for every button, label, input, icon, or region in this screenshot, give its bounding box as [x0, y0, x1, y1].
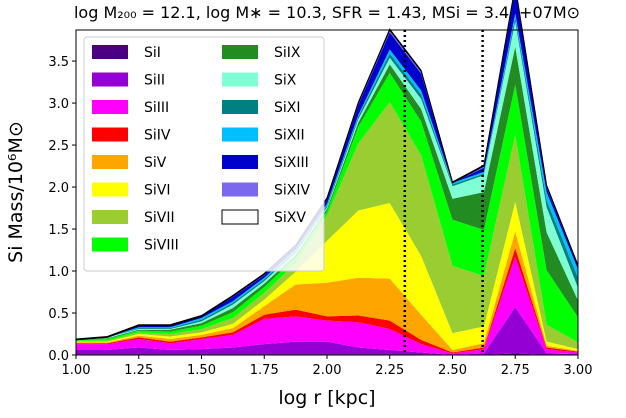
legend-label: SiXI — [274, 100, 301, 116]
legend-label: SiXIII — [274, 155, 309, 171]
legend-label: SiXIV — [274, 183, 310, 199]
x-tick-label: 1.50 — [187, 363, 216, 378]
x-tick-label: 2.75 — [501, 363, 530, 378]
legend-label: SiXV — [274, 210, 306, 226]
y-tick-label: 0.5 — [48, 307, 69, 322]
y-tick-label: 3.0 — [48, 97, 69, 112]
y-axis-label: Si Mass/10⁶M⊙ — [5, 121, 27, 263]
legend-swatch — [92, 72, 128, 87]
legend-label: SiVI — [144, 183, 170, 199]
legend-swatch — [222, 155, 258, 169]
legend-swatch — [222, 100, 258, 114]
x-tick-label: 3.00 — [564, 363, 593, 378]
x-tick-label: 2.50 — [438, 363, 467, 378]
area — [76, 256, 578, 355]
y-tick-label: 2.0 — [48, 181, 69, 196]
legend-swatch — [92, 45, 128, 59]
x-tick-label: 1.75 — [250, 363, 279, 378]
legend-label: SiII — [144, 73, 165, 89]
legend-swatch — [222, 127, 258, 142]
legend-swatch — [222, 182, 258, 197]
area — [76, 231, 578, 353]
legend-label: SiV — [144, 155, 167, 171]
area — [76, 202, 578, 351]
x-tick-label: 2.00 — [313, 363, 342, 378]
legend-swatch — [92, 182, 128, 197]
y-tick-label: 3.5 — [48, 55, 69, 70]
legend-swatch — [92, 210, 128, 224]
area — [76, 307, 578, 355]
legend-label: SiI — [144, 45, 161, 61]
legend-swatch — [92, 237, 128, 252]
y-tick-label: 1.5 — [48, 223, 69, 238]
legend-label: SiIII — [144, 100, 169, 116]
x-tick-label: 2.25 — [375, 363, 404, 378]
legend-swatch — [92, 100, 128, 114]
legend-label: SiX — [274, 73, 297, 89]
legend-frame — [83, 36, 325, 272]
legend-swatch — [222, 45, 258, 59]
y-tick-label: 1.0 — [48, 265, 69, 280]
legend-label: SiIV — [144, 128, 171, 144]
y-tick-label: 0.0 — [48, 349, 69, 364]
legend-label: SiVII — [144, 210, 175, 226]
x-tick-label: 1.25 — [124, 363, 153, 378]
legend-swatch — [221, 209, 259, 225]
legend-label: SiXII — [274, 128, 305, 144]
legend-swatch — [92, 127, 128, 142]
chart-title: log M₂₀₀ = 12.1, log M∗ = 10.3, SFR = 1.… — [74, 3, 580, 22]
legend-label: SiIX — [274, 45, 301, 61]
legend-label: SiVIII — [144, 238, 179, 254]
x-axis-label: log r [kpc] — [278, 387, 375, 409]
x-tick-label: 1.00 — [62, 363, 91, 378]
legend-swatch — [222, 72, 258, 87]
area — [76, 102, 578, 350]
y-tick-label: 2.5 — [48, 139, 69, 154]
area — [76, 21, 578, 340]
legend: SiI SiII SiIII SiIV SiV SiVI SiVII SiVIII SiIX Si… — [83, 36, 325, 272]
legend-swatch — [92, 155, 128, 169]
